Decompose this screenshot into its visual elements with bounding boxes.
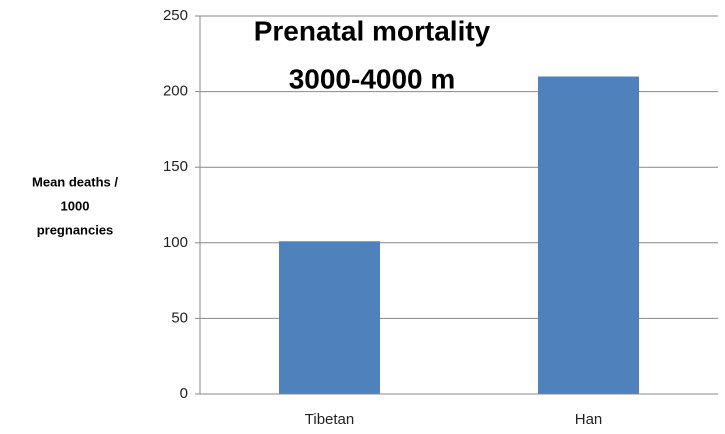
y-axis-label: Mean deaths / (32, 174, 118, 189)
chart-title: Prenatal mortality (254, 15, 491, 46)
y-tick-label: 0 (180, 385, 188, 402)
chart-title: 3000-4000 m (289, 63, 456, 94)
y-tick-label: 200 (163, 83, 188, 100)
bar (278, 241, 381, 394)
y-tick-label: 100 (163, 234, 188, 251)
x-tick-label: Tibetan (305, 411, 354, 428)
y-tick-label: 50 (171, 309, 188, 326)
y-axis-label: pregnancies (37, 222, 114, 237)
bar (537, 76, 640, 394)
y-tick-label: 150 (163, 158, 188, 175)
x-tick-label: Han (575, 411, 603, 428)
y-axis-label: 1000 (61, 198, 90, 213)
y-tick-label: 250 (163, 7, 188, 24)
